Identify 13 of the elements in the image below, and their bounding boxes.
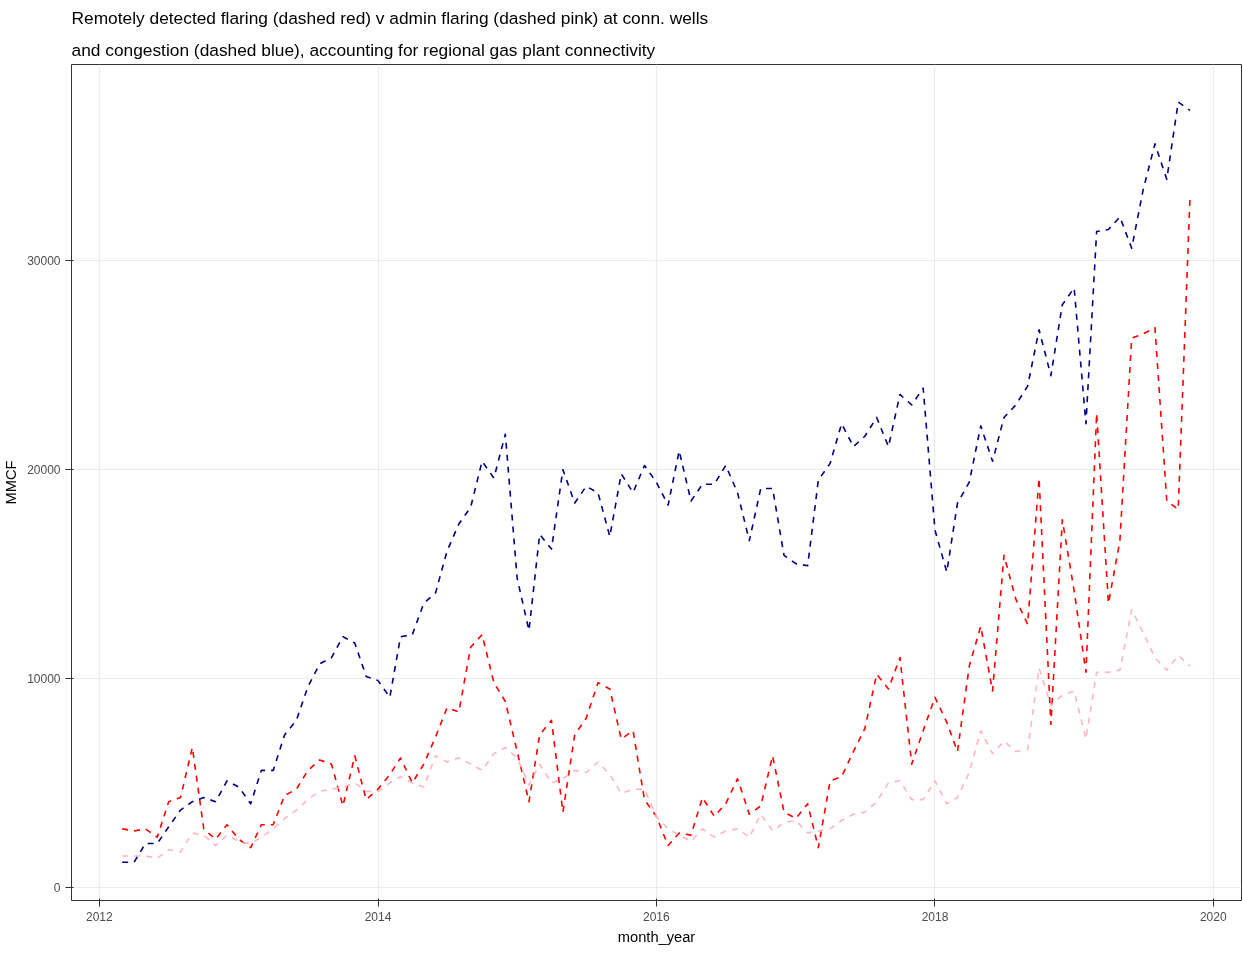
- y-axis-title: MMCF: [3, 460, 20, 505]
- x-axis-title: month_year: [617, 928, 696, 945]
- line-series: [121, 608, 1191, 859]
- y-tick-label: 30000: [27, 254, 61, 269]
- x-tick-label: 2016: [642, 909, 670, 924]
- x-tick-label: 2012: [85, 909, 113, 924]
- x-tick-label: 2014: [364, 909, 392, 924]
- y-tick-label: 0: [53, 880, 61, 895]
- y-tick-label: 10000: [27, 672, 61, 686]
- y-tick-label: 20000: [27, 463, 61, 478]
- x-tick-label: 2020: [1199, 909, 1227, 924]
- x-tick-label: 2018: [921, 909, 949, 924]
- chart-title: Remotely detected flaring (dashed red) v admin flaring (dashed pink) at conn. wells and congestion (dashed blue), accounting for regional gas plant connectivity: [71, 7, 709, 60]
